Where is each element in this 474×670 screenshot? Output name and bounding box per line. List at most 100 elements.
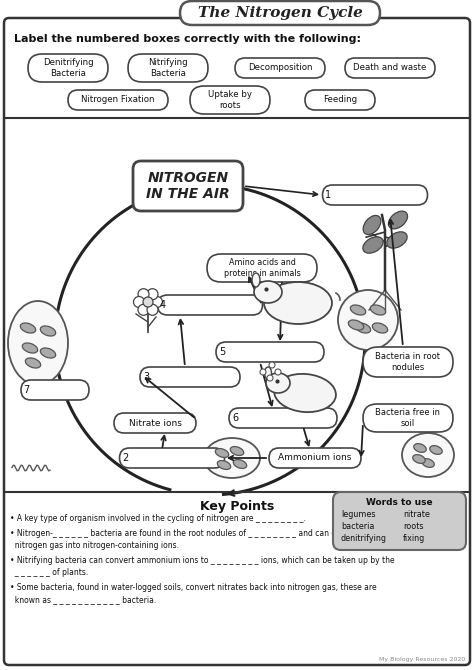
Text: Words to use: Words to use [366,498,433,507]
Text: Label the numbered boxes correctly with the following:: Label the numbered boxes correctly with … [14,34,361,44]
Ellipse shape [387,232,407,248]
Circle shape [152,297,163,308]
FancyBboxPatch shape [114,413,196,433]
FancyBboxPatch shape [345,58,435,78]
Ellipse shape [230,446,244,456]
Ellipse shape [356,323,371,333]
Ellipse shape [413,455,425,464]
FancyBboxPatch shape [119,448,225,468]
Text: Ammonium ions: Ammonium ions [278,454,352,462]
Text: Death and waste: Death and waste [353,64,427,72]
Text: roots: roots [403,522,423,531]
Text: Uptake by
roots: Uptake by roots [208,90,252,110]
Text: denitrifying: denitrifying [341,534,387,543]
Text: Decomposition: Decomposition [248,64,312,72]
Circle shape [269,362,275,368]
Text: bacteria: bacteria [341,522,374,531]
FancyBboxPatch shape [157,295,263,315]
Circle shape [147,304,158,316]
FancyBboxPatch shape [180,1,380,25]
Text: 6: 6 [232,413,238,423]
Text: Nitrifying
Bacteria: Nitrifying Bacteria [148,58,188,78]
Ellipse shape [363,216,381,234]
FancyBboxPatch shape [128,54,208,82]
Text: 7: 7 [23,385,29,395]
FancyBboxPatch shape [207,254,317,282]
FancyBboxPatch shape [4,18,470,665]
Ellipse shape [402,433,454,477]
FancyBboxPatch shape [68,90,168,110]
Text: Amino acids and
proteins in animals: Amino acids and proteins in animals [224,258,301,278]
Ellipse shape [254,281,282,303]
Ellipse shape [252,273,260,287]
Ellipse shape [338,290,398,350]
FancyBboxPatch shape [235,58,325,78]
Text: legumes: legumes [341,510,375,519]
Ellipse shape [389,211,408,229]
Text: The Nitrogen Cycle: The Nitrogen Cycle [198,6,363,20]
Circle shape [147,289,158,299]
Text: • Nitrogen-_ _ _ _ _ _ bacteria are found in the root nodules of _ _ _ _ _ _ _ _: • Nitrogen-_ _ _ _ _ _ bacteria are foun… [10,529,381,550]
Circle shape [275,369,281,375]
Text: Nitrate ions: Nitrate ions [128,419,182,427]
Ellipse shape [266,373,290,393]
Text: Feeding: Feeding [323,96,357,105]
Circle shape [143,297,153,307]
Text: fixing: fixing [403,534,425,543]
Ellipse shape [8,301,68,385]
Circle shape [267,375,273,381]
Text: NITROGEN
IN THE AIR: NITROGEN IN THE AIR [146,171,230,201]
Text: Bacteria free in
soil: Bacteria free in soil [375,408,440,428]
FancyBboxPatch shape [190,86,270,114]
Ellipse shape [422,459,434,468]
Text: 4: 4 [160,300,166,310]
Ellipse shape [217,460,231,470]
FancyBboxPatch shape [140,367,240,387]
FancyBboxPatch shape [322,185,428,205]
Ellipse shape [264,367,272,379]
Circle shape [138,289,149,299]
Text: • Nitrifying bacteria can convert ammonium ions to _ _ _ _ _ _ _ _ ions, which c: • Nitrifying bacteria can convert ammoni… [10,556,395,577]
Ellipse shape [25,358,41,368]
Circle shape [260,369,266,375]
Ellipse shape [414,444,426,452]
Circle shape [138,304,149,316]
Ellipse shape [372,323,388,333]
FancyBboxPatch shape [269,448,361,468]
FancyBboxPatch shape [133,161,243,211]
Ellipse shape [233,460,247,468]
Text: 3: 3 [143,372,149,382]
Ellipse shape [274,374,336,412]
Text: Denitrifying
Bacteria: Denitrifying Bacteria [43,58,93,78]
Text: Bacteria in root
nodules: Bacteria in root nodules [375,352,440,372]
Text: Nitrogen Fixation: Nitrogen Fixation [81,96,155,105]
Ellipse shape [22,343,37,353]
FancyBboxPatch shape [216,342,324,362]
Text: 5: 5 [219,347,225,357]
FancyBboxPatch shape [229,408,337,428]
Ellipse shape [20,323,36,333]
Text: • A key type of organism involved in the cycling of nitrogen are _ _ _ _ _ _ _ _: • A key type of organism involved in the… [10,514,306,523]
Ellipse shape [40,348,55,358]
Ellipse shape [363,237,383,253]
Circle shape [134,297,145,308]
Ellipse shape [40,326,55,336]
Ellipse shape [430,446,442,454]
Text: • Some bacteria, found in water-logged soils, convert nitrates back into nitroge: • Some bacteria, found in water-logged s… [10,583,377,604]
Ellipse shape [264,282,332,324]
FancyBboxPatch shape [363,404,453,432]
Ellipse shape [215,448,229,458]
Text: 1: 1 [325,190,331,200]
FancyBboxPatch shape [363,347,453,377]
Text: nitrate: nitrate [403,510,430,519]
Ellipse shape [204,438,260,478]
FancyBboxPatch shape [305,90,375,110]
FancyBboxPatch shape [21,380,89,400]
Text: My Biology Resources 2020: My Biology Resources 2020 [379,657,465,662]
FancyBboxPatch shape [28,54,108,82]
Text: 2: 2 [122,453,128,463]
Ellipse shape [348,320,364,330]
Ellipse shape [350,305,365,315]
Text: Key Points: Key Points [200,500,274,513]
Ellipse shape [370,305,386,315]
